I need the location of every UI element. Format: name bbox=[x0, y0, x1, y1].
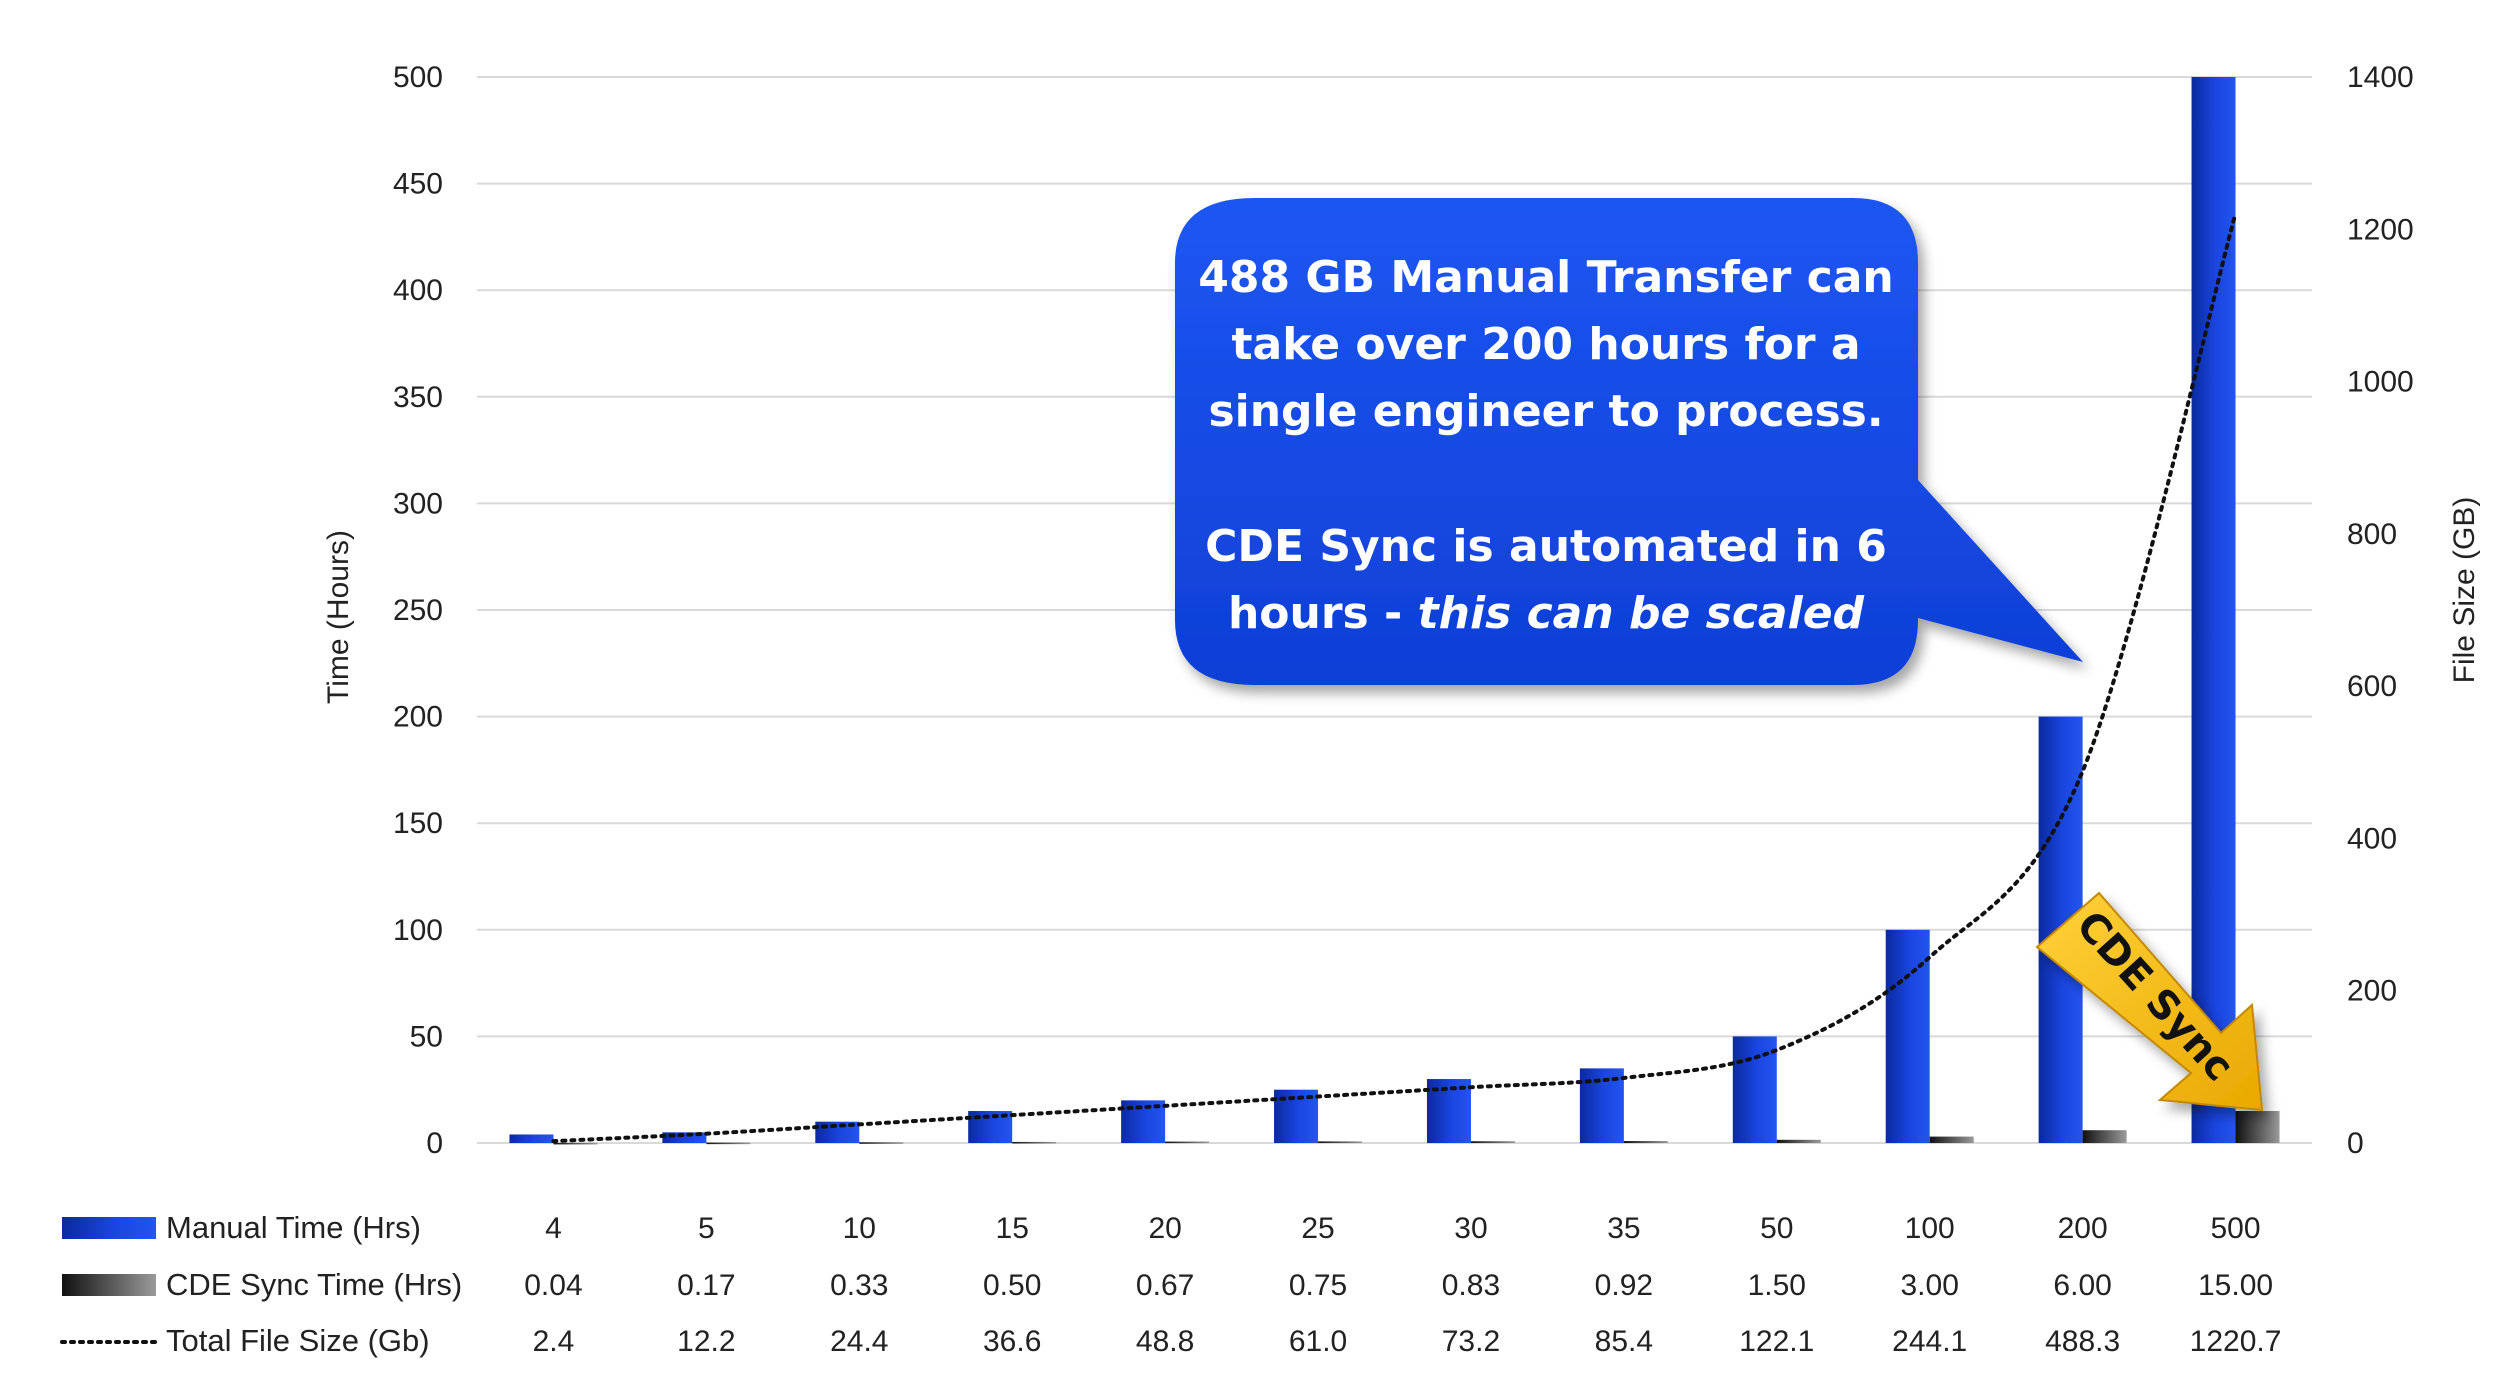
callout-line-6-italic: this can be scaled bbox=[1418, 588, 1865, 639]
table-cell: 0.33 bbox=[830, 1269, 888, 1302]
bar-manual bbox=[1732, 1036, 1777, 1143]
table-label-size: Total File Size (Gb) bbox=[166, 1323, 430, 1358]
y-tick-label: 450 bbox=[393, 168, 443, 201]
y-tick-label: 100 bbox=[393, 914, 443, 947]
table-cell: 122.1 bbox=[1739, 1325, 1814, 1358]
bar-cde-sync bbox=[859, 1142, 904, 1144]
table-cell: 200 bbox=[2058, 1212, 2108, 1245]
callout-line-6: hours - this can be scaled bbox=[1228, 588, 1865, 639]
table-cell: 50 bbox=[1760, 1212, 1793, 1245]
y-axis-label: Time (Hours) bbox=[322, 530, 355, 704]
y-tick-label: 250 bbox=[393, 594, 443, 627]
table-cell: 61.0 bbox=[1289, 1325, 1347, 1358]
table-cell: 30 bbox=[1454, 1212, 1487, 1245]
table-cell: 1220.7 bbox=[2190, 1325, 2282, 1358]
bar-cde-sync bbox=[2235, 1111, 2280, 1143]
table-cell: 35 bbox=[1607, 1212, 1640, 1245]
table-cell: 25 bbox=[1301, 1212, 1334, 1245]
bar-cde-sync bbox=[1012, 1141, 1057, 1144]
table-cell: 36.6 bbox=[983, 1325, 1041, 1358]
table-cell: 10 bbox=[843, 1212, 876, 1245]
bar-cde-sync bbox=[1470, 1141, 1515, 1143]
table-cell: 3.00 bbox=[1901, 1269, 1959, 1302]
table-cell: 0.75 bbox=[1289, 1269, 1347, 1302]
table-cell: 15.00 bbox=[2198, 1269, 2273, 1302]
table-cell: 500 bbox=[2211, 1212, 2261, 1245]
callout-bubble bbox=[1175, 198, 2083, 685]
y2-tick-label: 400 bbox=[2347, 822, 2397, 855]
y-tick-label: 300 bbox=[393, 487, 443, 520]
y-tick-label: 500 bbox=[393, 61, 443, 94]
table-cell: 0.17 bbox=[677, 1269, 735, 1302]
table-cell: 5 bbox=[698, 1212, 715, 1245]
bar-cde-sync bbox=[1776, 1139, 1821, 1143]
callout-line-3: single engineer to process. bbox=[1208, 386, 1883, 437]
bar-manual bbox=[662, 1132, 707, 1143]
y2-tick-label: 200 bbox=[2347, 975, 2397, 1008]
callout-text: 488 GB Manual Transfer can take over 200… bbox=[1198, 252, 1894, 639]
table-cell: 100 bbox=[1905, 1212, 1955, 1245]
table-cells: 4 5 10 15 20 25 30 35 50 100 200 500 0.04 0.17 0.33 0.5… bbox=[524, 1212, 2281, 1358]
y-axis-right: 0 200 400 600 800 1000 1200 1400 bbox=[2347, 61, 2414, 1160]
table-cell: 0.04 bbox=[524, 1269, 582, 1302]
bar-cde-sync bbox=[1318, 1141, 1363, 1143]
table-cell: 244.1 bbox=[1892, 1325, 1967, 1358]
bar-cde-sync bbox=[2082, 1130, 2127, 1143]
bar-cde-sync bbox=[1165, 1141, 1210, 1144]
table-cell: 73.2 bbox=[1442, 1325, 1500, 1358]
legend-swatch-cde bbox=[62, 1274, 156, 1296]
table-cell: 24.4 bbox=[830, 1325, 888, 1358]
table-cell: 6.00 bbox=[2053, 1269, 2111, 1302]
callout-line-5: CDE Sync is automated in 6 bbox=[1205, 521, 1887, 572]
data-table: Manual Time (Hrs) CDE Sync Time (Hrs) To… bbox=[60, 1210, 462, 1358]
table-cell: 0.50 bbox=[983, 1269, 1041, 1302]
callout bbox=[1175, 198, 2083, 685]
y2-tick-label: 0 bbox=[2347, 1127, 2364, 1160]
table-cell: 15 bbox=[996, 1212, 1029, 1245]
table-cell: 12.2 bbox=[677, 1325, 735, 1358]
callout-line-6-prefix: hours - bbox=[1228, 588, 1418, 639]
y2-tick-label: 1400 bbox=[2347, 61, 2414, 94]
y2-tick-label: 1000 bbox=[2347, 366, 2414, 399]
table-cell: 488.3 bbox=[2045, 1325, 2120, 1358]
y-tick-label: 150 bbox=[393, 807, 443, 840]
y-tick-label: 0 bbox=[426, 1127, 443, 1160]
bar-manual bbox=[509, 1134, 554, 1143]
y2-tick-label: 1200 bbox=[2347, 213, 2414, 246]
y-tick-label: 400 bbox=[393, 274, 443, 307]
table-cell: 48.8 bbox=[1136, 1325, 1194, 1358]
table-cell: 0.92 bbox=[1595, 1269, 1653, 1302]
y2-tick-label: 800 bbox=[2347, 518, 2397, 551]
file-size-line bbox=[551, 211, 2238, 1144]
callout-line-1: 488 GB Manual Transfer can bbox=[1198, 252, 1894, 303]
table-cell: 1.50 bbox=[1748, 1269, 1806, 1302]
bar-cde-sync bbox=[553, 1142, 598, 1145]
bar-manual bbox=[2191, 77, 2236, 1143]
y2-tick-label: 600 bbox=[2347, 670, 2397, 703]
legend-swatch-manual bbox=[62, 1217, 156, 1239]
y-tick-label: 50 bbox=[410, 1020, 443, 1053]
bar-cde-sync bbox=[1929, 1136, 1974, 1143]
table-cell: 20 bbox=[1148, 1212, 1181, 1245]
bar-manual bbox=[1885, 929, 1930, 1143]
table-cell: 4 bbox=[545, 1212, 562, 1245]
bar-cde-sync bbox=[706, 1142, 751, 1145]
arrow-shape bbox=[2035, 891, 2264, 1112]
table-label-cde: CDE Sync Time (Hrs) bbox=[166, 1267, 462, 1302]
table-cell: 85.4 bbox=[1595, 1325, 1653, 1358]
callout-line-2: take over 200 hours for a bbox=[1231, 319, 1860, 370]
table-cell: 2.4 bbox=[533, 1325, 575, 1358]
table-cell: 0.83 bbox=[1442, 1269, 1500, 1302]
bars bbox=[509, 77, 2280, 1145]
y-axis-left: 0 50 100 150 200 250 300 350 400 450 500 bbox=[393, 61, 443, 1160]
y2-axis-label: File Size (GB) bbox=[2448, 497, 2481, 684]
cde-sync-arrow bbox=[2035, 891, 2264, 1112]
bar-cde-sync bbox=[1623, 1141, 1668, 1143]
table-cell: 0.67 bbox=[1136, 1269, 1194, 1302]
y-tick-label: 200 bbox=[393, 701, 443, 734]
y-tick-label: 350 bbox=[393, 381, 443, 414]
table-label-manual: Manual Time (Hrs) bbox=[166, 1210, 421, 1245]
